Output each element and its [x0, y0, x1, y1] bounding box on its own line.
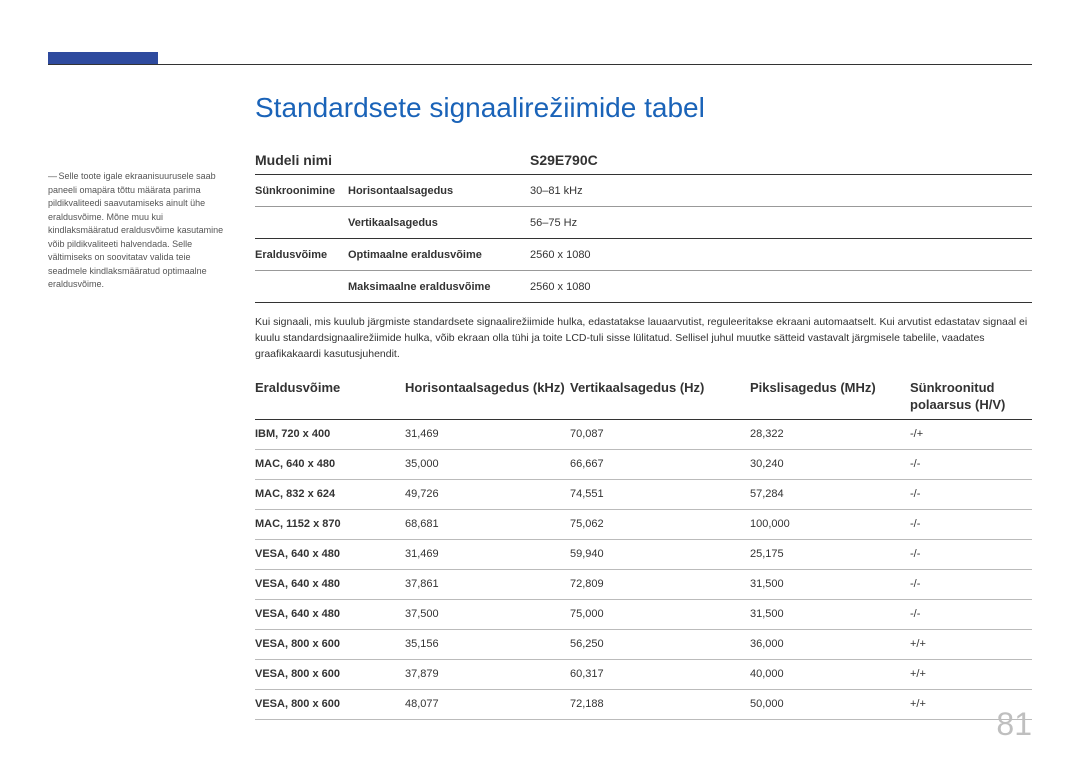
note-dash-icon: ―: [48, 170, 56, 184]
page-title: Standardsete signaalirežiimide tabel: [255, 92, 1032, 124]
table-cell: 68,681: [405, 518, 570, 530]
col-hfreq: Horisontaalsagedus (kHz): [405, 380, 570, 413]
modes-table-header: Eraldusvõime Horisontaalsagedus (kHz) Ve…: [255, 380, 1032, 420]
table-cell: -/-: [910, 548, 1032, 560]
table-cell: 49,726: [405, 488, 570, 500]
info-paragraph: Kui signaali, mis kuulub järgmiste stand…: [255, 315, 1032, 362]
table-cell: 100,000: [750, 518, 910, 530]
table-cell: +/+: [910, 668, 1032, 680]
table-cell: +/+: [910, 638, 1032, 650]
table-row: VESA, 800 x 60048,07772,18850,000+/+: [255, 690, 1032, 720]
table-cell: 31,500: [750, 608, 910, 620]
table-cell: 70,087: [570, 428, 750, 440]
table-cell: 75,062: [570, 518, 750, 530]
spec-category: Sünkroonimine: [255, 185, 348, 197]
table-row: VESA, 640 x 48037,86172,80931,500-/-: [255, 570, 1032, 600]
spec-value: 56–75 Hz: [530, 217, 1032, 229]
spec-row: EraldusvõimeOptimaalne eraldusvõime2560 …: [255, 239, 1032, 271]
spec-header-row: Mudeli nimi S29E790C: [255, 152, 1032, 175]
table-cell: 37,500: [405, 608, 570, 620]
col-vfreq: Vertikaalsagedus (Hz): [570, 380, 750, 413]
table-cell: 37,861: [405, 578, 570, 590]
table-cell: VESA, 640 x 480: [255, 608, 405, 620]
spec-label: Maksimaalne eraldusvõime: [348, 281, 530, 293]
table-cell: VESA, 800 x 600: [255, 638, 405, 650]
spec-category: Eraldusvõime: [255, 249, 348, 261]
col-syncpol: Sünkroonitud polaarsus (H/V): [910, 380, 1032, 413]
table-cell: 75,000: [570, 608, 750, 620]
table-cell: -/-: [910, 488, 1032, 500]
spec-row: SünkroonimineHorisontaalsagedus30–81 kHz: [255, 175, 1032, 207]
table-row: VESA, 800 x 60035,15656,25036,000+/+: [255, 630, 1032, 660]
table-cell: 28,322: [750, 428, 910, 440]
table-cell: 40,000: [750, 668, 910, 680]
table-cell: 35,000: [405, 458, 570, 470]
table-cell: 31,500: [750, 578, 910, 590]
table-cell: IBM, 720 x 400: [255, 428, 405, 440]
table-row: MAC, 832 x 62449,72674,55157,284-/-: [255, 480, 1032, 510]
table-cell: -/-: [910, 518, 1032, 530]
sidebar-note-text: Selle toote igale ekraanisuurusele saab …: [48, 171, 223, 289]
chapter-tab: [48, 52, 158, 64]
table-cell: -/+: [910, 428, 1032, 440]
table-cell: 66,667: [570, 458, 750, 470]
table-cell: 72,809: [570, 578, 750, 590]
table-cell: 36,000: [750, 638, 910, 650]
table-cell: 25,175: [750, 548, 910, 560]
table-cell: 31,469: [405, 428, 570, 440]
sidebar-note: ― Selle toote igale ekraanisuurusele saa…: [48, 170, 228, 292]
col-resolution: Eraldusvõime: [255, 380, 405, 413]
table-row: VESA, 800 x 60037,87960,31740,000+/+: [255, 660, 1032, 690]
spec-table: SünkroonimineHorisontaalsagedus30–81 kHz…: [255, 175, 1032, 303]
table-cell: VESA, 640 x 480: [255, 548, 405, 560]
spec-header-left: Mudeli nimi: [255, 152, 530, 168]
modes-table-body: IBM, 720 x 40031,46970,08728,322-/+MAC, …: [255, 420, 1032, 720]
table-cell: VESA, 800 x 600: [255, 668, 405, 680]
table-row: IBM, 720 x 40031,46970,08728,322-/+: [255, 420, 1032, 450]
table-cell: 72,188: [570, 698, 750, 710]
spec-value: 2560 x 1080: [530, 281, 1032, 293]
spec-value: 30–81 kHz: [530, 185, 1032, 197]
table-cell: VESA, 640 x 480: [255, 578, 405, 590]
table-cell: MAC, 640 x 480: [255, 458, 405, 470]
table-cell: 48,077: [405, 698, 570, 710]
page-number: 81: [996, 706, 1032, 743]
table-cell: 50,000: [750, 698, 910, 710]
table-cell: 57,284: [750, 488, 910, 500]
spec-label: Vertikaalsagedus: [348, 217, 530, 229]
table-cell: MAC, 832 x 624: [255, 488, 405, 500]
table-cell: 35,156: [405, 638, 570, 650]
table-row: VESA, 640 x 48037,50075,00031,500-/-: [255, 600, 1032, 630]
spec-row: Vertikaalsagedus56–75 Hz: [255, 207, 1032, 239]
page: ― Selle toote igale ekraanisuurusele saa…: [0, 0, 1080, 763]
table-row: VESA, 640 x 48031,46959,94025,175-/-: [255, 540, 1032, 570]
table-cell: 37,879: [405, 668, 570, 680]
spec-label: Optimaalne eraldusvõime: [348, 249, 530, 261]
top-rule: [48, 64, 1032, 65]
spec-row: Maksimaalne eraldusvõime2560 x 1080: [255, 271, 1032, 303]
spec-value: 2560 x 1080: [530, 249, 1032, 261]
col-pixelclock: Pikslisagedus (MHz): [750, 380, 910, 413]
table-cell: 56,250: [570, 638, 750, 650]
table-cell: 60,317: [570, 668, 750, 680]
table-cell: -/-: [910, 458, 1032, 470]
spec-label: Horisontaalsagedus: [348, 185, 530, 197]
table-cell: -/-: [910, 608, 1032, 620]
table-cell: VESA, 800 x 600: [255, 698, 405, 710]
spec-header-right: S29E790C: [530, 152, 598, 168]
table-cell: 74,551: [570, 488, 750, 500]
table-cell: 31,469: [405, 548, 570, 560]
table-row: MAC, 1152 x 87068,68175,062100,000-/-: [255, 510, 1032, 540]
table-row: MAC, 640 x 48035,00066,66730,240-/-: [255, 450, 1032, 480]
table-cell: MAC, 1152 x 870: [255, 518, 405, 530]
table-cell: 30,240: [750, 458, 910, 470]
table-cell: -/-: [910, 578, 1032, 590]
main-content: Standardsete signaalirežiimide tabel Mud…: [255, 92, 1032, 720]
table-cell: 59,940: [570, 548, 750, 560]
